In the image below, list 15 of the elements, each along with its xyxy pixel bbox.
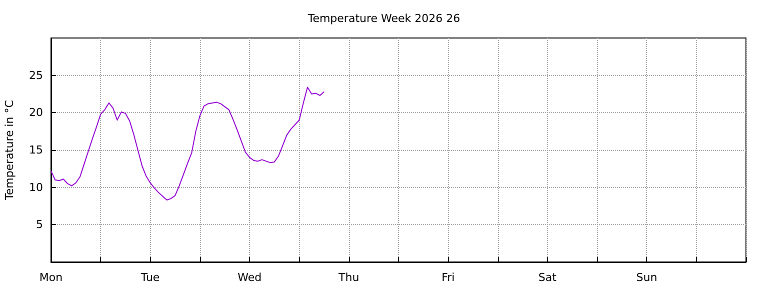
y-tick-label: 10: [29, 180, 43, 194]
y-tick-label: 5: [36, 218, 43, 232]
x-tick-label: Wed: [238, 271, 262, 284]
x-tick-label: Thu: [338, 271, 360, 284]
x-tick-label: Mon: [39, 271, 63, 284]
y-axis-title: Temperature in °C: [3, 100, 16, 201]
x-tick-label: Tue: [140, 271, 160, 284]
x-tick-label: Sat: [538, 271, 558, 284]
y-tick-label: 15: [29, 144, 43, 156]
y-tick-label: 25: [29, 68, 43, 82]
line-series: [50, 86, 325, 201]
x-tick-label: Sun: [636, 271, 658, 284]
chart-title: Temperature Week 2026 26: [306, 12, 460, 25]
x-tick-label: Fri: [442, 271, 455, 284]
y-tick-label: 20: [29, 106, 43, 120]
